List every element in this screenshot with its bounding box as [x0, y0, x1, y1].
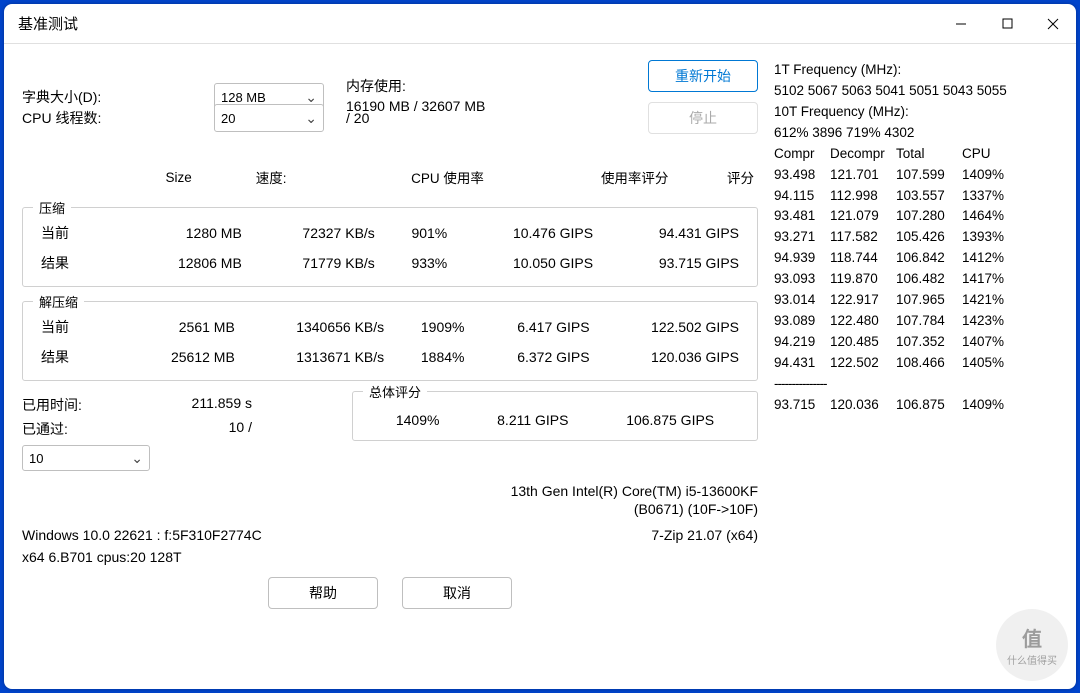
- compress-current-row: 当前 1280 MB 72327 KB/s 901% 10.476 GIPS 9…: [37, 218, 743, 248]
- stats-separator: ---------------: [774, 374, 1062, 395]
- stats-header: Compr Decompr Total CPU: [774, 144, 1062, 165]
- maximize-button[interactable]: [984, 4, 1030, 44]
- stats-row: 94.939118.744106.8421412%: [774, 248, 1062, 269]
- stats-row: 94.219120.485107.3521407%: [774, 332, 1062, 353]
- system-info: 13th Gen Intel(R) Core(TM) i5-13600KF (B…: [22, 483, 758, 571]
- threads-select[interactable]: 20: [214, 104, 324, 132]
- decompress-group: 解压缩 当前 2561 MB 1340656 KB/s 1909% 6.417 …: [22, 301, 758, 381]
- restart-button[interactable]: 重新开始: [648, 60, 758, 92]
- stats-row: 93.481121.079107.2801464%: [774, 206, 1062, 227]
- compress-result-row: 结果 12806 MB 71779 KB/s 933% 10.050 GIPS …: [37, 248, 743, 278]
- benchmark-window: 基准测试 字典大小(D): 128 MB 内存使用: 16190 MB / 32…: [4, 4, 1076, 689]
- window-title: 基准测试: [18, 13, 78, 34]
- decompress-current-row: 当前 2561 MB 1340656 KB/s 1909% 6.417 GIPS…: [37, 312, 743, 342]
- titlebar: 基准测试: [4, 4, 1076, 44]
- overall-group: 总体评分 1409% 8.211 GIPS 106.875 GIPS: [352, 391, 758, 441]
- stats-row: 94.431122.502108.4661405%: [774, 353, 1062, 374]
- stats-row: 93.089122.480107.7841423%: [774, 311, 1062, 332]
- cancel-button[interactable]: 取消: [402, 577, 512, 609]
- threads-label: CPU 线程数:: [22, 108, 214, 128]
- minimize-icon: [955, 18, 967, 30]
- elapsed-value: 211.859 s: [142, 395, 252, 415]
- stats-row: 93.093119.870106.4821417%: [774, 269, 1062, 290]
- overall-cpu: 1409%: [396, 412, 440, 428]
- stats-total: 93.715 120.036 106.875 1409%: [774, 395, 1062, 416]
- results-header: Size 速度: CPU 使用率 使用率评分 评分: [22, 162, 758, 193]
- passed-value: 10 /: [142, 419, 252, 439]
- threads-total: / 20: [346, 110, 369, 126]
- close-button[interactable]: [1030, 4, 1076, 44]
- stats-row: 93.014122.917107.9651421%: [774, 290, 1062, 311]
- compress-group: 压缩 当前 1280 MB 72327 KB/s 901% 10.476 GIP…: [22, 207, 758, 287]
- stats-row: 94.115112.998103.5571337%: [774, 186, 1062, 207]
- stats-row: 93.498121.701107.5991409%: [774, 165, 1062, 186]
- stats-row: 93.271117.582105.4261393%: [774, 227, 1062, 248]
- decompress-result-row: 结果 25612 MB 1313671 KB/s 1884% 6.372 GIP…: [37, 342, 743, 372]
- minimize-button[interactable]: [938, 4, 984, 44]
- overall-rating: 106.875 GIPS: [626, 412, 714, 428]
- passes-select[interactable]: 10: [22, 445, 150, 471]
- watermark-icon: 值 什么值得买: [996, 609, 1068, 681]
- frequency-stats-panel: 1T Frequency (MHz): 5102 5067 5063 5041 …: [774, 60, 1062, 681]
- maximize-icon: [1002, 18, 1013, 29]
- help-button[interactable]: 帮助: [268, 577, 378, 609]
- overall-rating-u: 8.211 GIPS: [497, 412, 568, 428]
- elapsed-label: 已用时间:: [22, 395, 142, 415]
- close-icon: [1047, 18, 1059, 30]
- passed-label: 已通过:: [22, 419, 142, 439]
